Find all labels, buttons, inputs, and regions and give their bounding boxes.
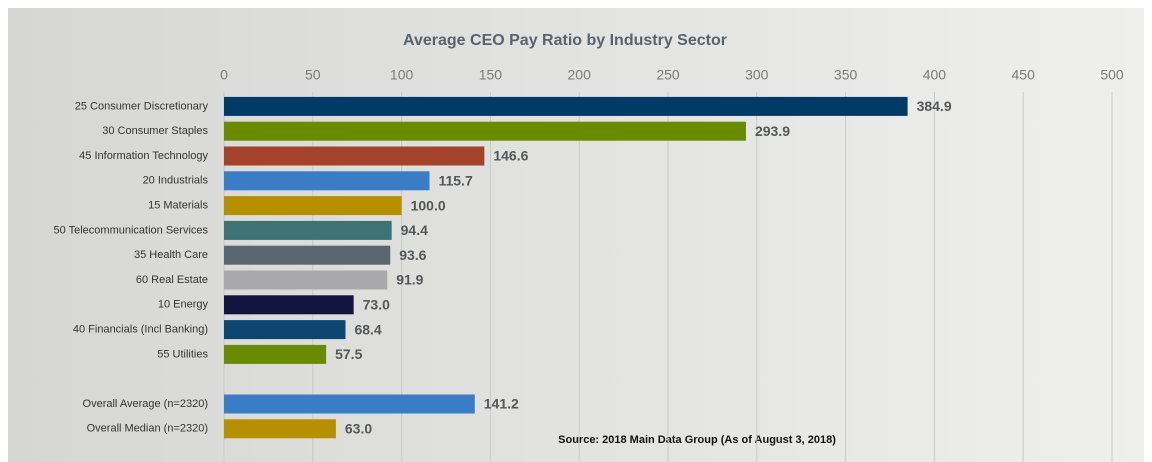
- y-tick-label: 55 Utilities: [157, 348, 208, 360]
- value-label: 57.5: [335, 346, 362, 362]
- value-label: 293.9: [755, 123, 790, 139]
- x-tick-label: 0: [220, 67, 228, 83]
- bar: [224, 96, 908, 116]
- y-tick-label: Overall Median (n=2320): [87, 423, 208, 435]
- y-tick-label: Overall Average (n=2320): [83, 398, 208, 410]
- y-tick-label: 20 Industrials: [143, 175, 209, 187]
- value-label: 93.6: [399, 247, 426, 263]
- bar: [224, 394, 475, 414]
- value-label: 384.9: [917, 98, 952, 114]
- bar: [224, 245, 391, 265]
- y-tick-label: 40 Financials (Incl Banking): [73, 324, 208, 336]
- y-tick-label: 25 Consumer Discretionary: [75, 100, 209, 112]
- bar: [224, 146, 485, 166]
- value-label: 73.0: [363, 297, 390, 313]
- x-tick-label: 150: [479, 67, 503, 83]
- bar: [224, 320, 346, 340]
- bar: [224, 196, 402, 216]
- y-tick-label: 45 Information Technology: [79, 150, 208, 162]
- bar: [224, 419, 336, 439]
- x-tick-label: 50: [305, 67, 321, 83]
- value-label: 141.2: [484, 396, 519, 412]
- background: [8, 8, 1144, 462]
- x-tick-label: 200: [568, 67, 592, 83]
- x-tick-label: 250: [656, 67, 680, 83]
- x-tick-label: 500: [1100, 67, 1124, 83]
- bar: [224, 121, 746, 141]
- value-label: 100.0: [411, 197, 446, 213]
- x-tick-label: 350: [834, 67, 858, 83]
- value-label: 115.7: [438, 173, 472, 189]
- x-tick-label: 400: [923, 67, 947, 83]
- value-label: 146.6: [493, 148, 528, 164]
- bar: [224, 344, 327, 364]
- x-tick-label: 450: [1012, 67, 1036, 83]
- y-tick-label: 15 Materials: [148, 200, 208, 212]
- x-tick-label: 300: [745, 67, 769, 83]
- chart-title: Average CEO Pay Ratio by Industry Sector: [403, 32, 727, 49]
- y-tick-label: 35 Health Care: [134, 249, 208, 261]
- value-label: 91.9: [396, 272, 423, 288]
- bar: [224, 270, 388, 290]
- y-tick-label: 60 Real Estate: [136, 274, 208, 286]
- bar: [224, 220, 392, 240]
- y-tick-label: 30 Consumer Staples: [102, 125, 208, 137]
- source-note: Source: 2018 Main Data Group (As of Augu…: [558, 434, 836, 446]
- value-label: 63.0: [345, 421, 372, 437]
- x-tick-label: 100: [390, 67, 414, 83]
- bar: [224, 295, 354, 315]
- bar: [224, 171, 430, 191]
- y-tick-label: 10 Energy: [158, 299, 209, 311]
- y-tick-label: 50 Telecommunication Services: [54, 224, 209, 236]
- value-label: 94.4: [401, 222, 428, 238]
- value-label: 68.4: [354, 321, 381, 337]
